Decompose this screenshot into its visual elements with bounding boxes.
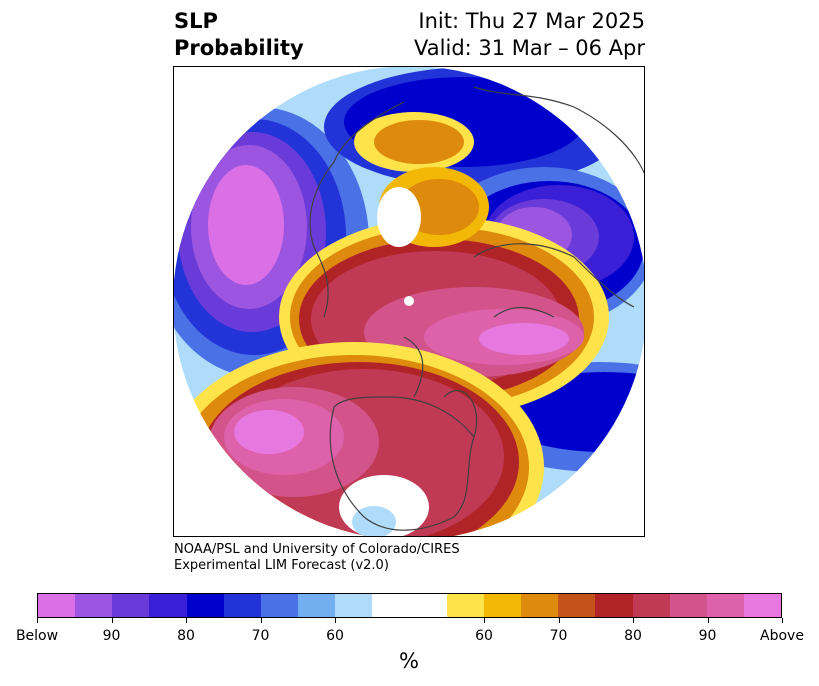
arctic-above-region <box>279 217 609 417</box>
title-variable: SLP <box>174 9 218 33</box>
colorbar-swatch <box>446 594 484 617</box>
colorbar-swatch <box>260 594 299 617</box>
title-quantity: Probability <box>174 36 304 60</box>
colorbar-tick-mark <box>37 618 38 623</box>
colorbar-tick-label: 80 <box>177 628 195 644</box>
probability-field <box>174 67 644 536</box>
colorbar-swatch <box>743 594 782 617</box>
colorbar-swatch <box>149 594 187 617</box>
colorbar-tick-mark <box>260 618 262 623</box>
colorbar-tick-label: 90 <box>698 628 717 644</box>
polar-map <box>173 66 645 537</box>
colorbar-swatch <box>112 594 150 617</box>
colorbar-tick-label: 70 <box>251 628 270 644</box>
colorbar-tick-label: 60 <box>475 628 493 644</box>
colorbar-swatch <box>335 594 373 617</box>
colorbar-tick-mark <box>484 618 485 623</box>
valid-range: Valid: 31 Mar – 06 Apr <box>414 36 645 60</box>
colorbar-tick-label: Below <box>15 628 59 644</box>
colorbar-swatch <box>595 594 633 617</box>
colorbar-tick-label: 80 <box>624 628 642 644</box>
credit-line-2: Experimental LIM Forecast (v2.0) <box>174 558 389 573</box>
colorbar-swatch <box>186 594 224 617</box>
colorbar-tick-mark <box>186 618 187 623</box>
colorbar-tick-label: Above <box>760 628 804 644</box>
colorbar-tick-mark <box>633 618 634 623</box>
colorbar-swatch <box>632 594 670 617</box>
init-date: Init: Thu 27 Mar 2025 <box>418 9 645 33</box>
colorbar <box>37 593 782 618</box>
colorbar-tick-mark <box>558 618 560 623</box>
colorbar-swatch <box>372 594 410 617</box>
colorbar-swatch <box>75 594 113 617</box>
coastlines <box>309 86 644 531</box>
colorbar-swatch <box>558 594 596 617</box>
colorbar-tick-mark <box>111 618 113 623</box>
colorbar-tick-mark <box>335 618 336 623</box>
colorbar-unit: % <box>399 649 419 673</box>
forecast-dates: Init: Thu 27 Mar 2025 Valid: 31 Mar – 06… <box>414 8 645 62</box>
colorbar-tick-label: 90 <box>102 628 121 644</box>
colorbar-swatch <box>483 594 522 617</box>
colorbar-swatch <box>38 594 76 617</box>
credit-line-1: NOAA/PSL and University of Colorado/CIRE… <box>174 542 460 557</box>
credit-text: NOAA/PSL and University of Colorado/CIRE… <box>174 542 460 574</box>
colorbar-swatch <box>521 594 559 617</box>
colorbar-swatch <box>298 594 336 617</box>
map-title: SLP Probability <box>174 8 304 62</box>
colorbar-swatch <box>409 594 447 617</box>
colorbar-tick-mark <box>707 618 709 623</box>
colorbar-tick-mark <box>782 618 783 623</box>
colorbar-swatch <box>223 594 261 617</box>
colorbar-tick-label: 60 <box>326 628 344 644</box>
colorbar-tick-label: 70 <box>549 628 568 644</box>
colorbar-swatch <box>706 594 744 617</box>
siberia-above-region <box>354 112 489 247</box>
colorbar-swatch <box>669 594 707 617</box>
